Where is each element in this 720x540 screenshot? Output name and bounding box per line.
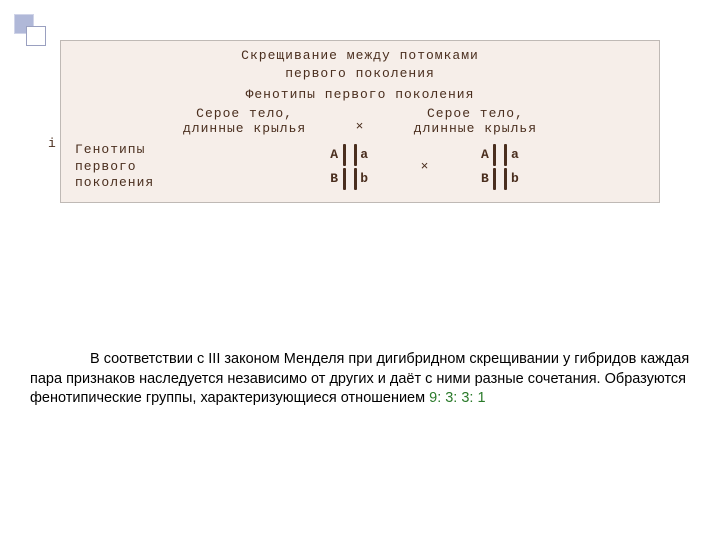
allele-B: B: [479, 171, 491, 186]
body-paragraph: В соответствии с III законом Менделя при…: [30, 350, 690, 409]
allele-a: a: [359, 147, 371, 162]
phenotype-left-l2: длинные крылья: [150, 121, 340, 136]
allele-row-B-left: B b: [329, 170, 371, 188]
paragraph-text: В соответствии с III законом Менделя при…: [30, 351, 689, 406]
bullet-square-front: [26, 26, 46, 46]
genotype-label-l2: первого: [75, 159, 199, 176]
allele-b: b: [509, 171, 521, 186]
phenotype-header: Фенотипы первого поколения: [69, 86, 651, 104]
chrom-bar: [504, 168, 507, 190]
allele-A: A: [329, 147, 341, 162]
phenotype-left-l1: Серое тело,: [150, 106, 340, 121]
allele-a: a: [509, 147, 521, 162]
allele-A: A: [479, 147, 491, 162]
diagram-title-line2: первого поколения: [69, 65, 651, 83]
stray-mark: і: [48, 136, 56, 151]
chrom-bar: [504, 144, 507, 166]
diagram-title-line1: Скрещивание между потомками: [69, 47, 651, 65]
chrom-pair-right: A a B b: [479, 146, 521, 188]
allele-row-A-right: A a: [479, 146, 521, 164]
allele-row-A-left: A a: [329, 146, 371, 164]
genotype-label-l1: Генотипы: [75, 142, 199, 159]
genotype-label: Генотипы первого поколения: [69, 142, 199, 193]
phenotype-left: Серое тело, длинные крылья: [150, 106, 340, 136]
chrom-bar: [343, 168, 346, 190]
cross-symbol-top: ×: [356, 119, 365, 136]
genotype-chromosomes: A a B b × A: [199, 146, 651, 188]
phenotype-right-l2: длинные крылья: [380, 121, 570, 136]
slide-bullet-decor: [14, 14, 48, 48]
phenotype-cross-row: Серое тело, длинные крылья × Серое тело,…: [69, 106, 651, 136]
genetics-diagram: Скрещивание между потомками первого поко…: [60, 40, 660, 203]
chrom-bar: [343, 144, 346, 166]
genotype-row: Генотипы первого поколения A a B b: [69, 142, 651, 193]
phenotype-right: Серое тело, длинные крылья: [380, 106, 570, 136]
chrom-bar: [493, 144, 496, 166]
chrom-bar: [354, 144, 357, 166]
phenotype-right-l1: Серое тело,: [380, 106, 570, 121]
cross-symbol-mid: ×: [421, 159, 430, 174]
chrom-bar: [354, 168, 357, 190]
allele-row-B-right: B b: [479, 170, 521, 188]
genotype-label-l3: поколения: [75, 175, 199, 192]
allele-b: b: [359, 171, 371, 186]
ratio-text: 9: 3: 3: 1: [429, 390, 485, 406]
chrom-bar: [493, 168, 496, 190]
chrom-pair-left: A a B b: [329, 146, 371, 188]
allele-B: B: [329, 171, 341, 186]
